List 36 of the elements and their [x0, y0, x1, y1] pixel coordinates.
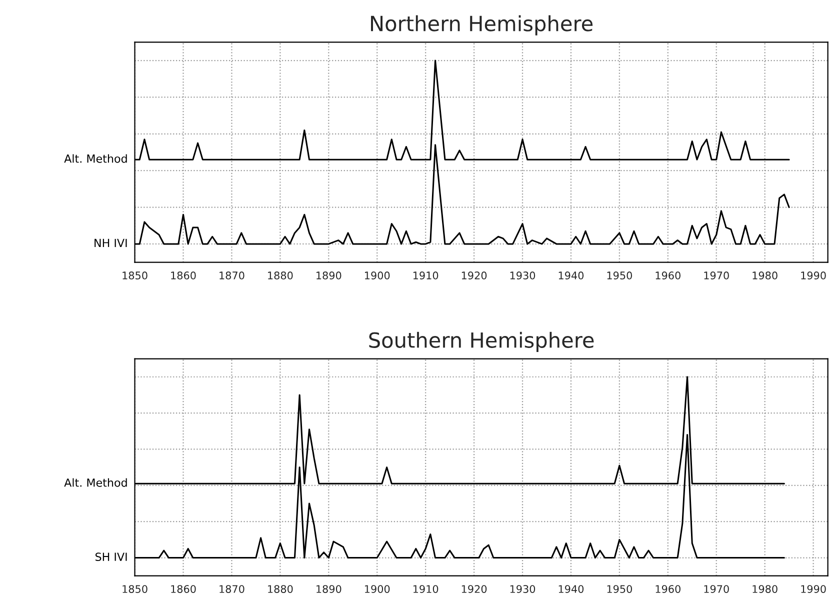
- series-label: Alt. Method: [64, 154, 127, 163]
- x-tick-label: 1960: [656, 272, 680, 280]
- x-tick-label: 1930: [510, 585, 536, 593]
- x-tick-label: 1920: [462, 585, 487, 593]
- x-tick-label: 1850: [122, 272, 148, 280]
- x-tick-label: 1990: [801, 585, 826, 593]
- x-tick-label: 1950: [607, 585, 632, 593]
- x-tick-label: 1880: [268, 585, 293, 593]
- x-tick-label: 1870: [220, 585, 244, 593]
- x-tick-label: 1890: [316, 272, 342, 280]
- x-tick-label: 1970: [704, 585, 729, 593]
- x-tick-label: 1900: [365, 585, 390, 593]
- x-tick-label: 1920: [462, 272, 487, 280]
- x-tick-label: 1910: [413, 585, 438, 593]
- x-tick-label: 1980: [752, 585, 778, 593]
- x-tick-label: 1930: [510, 272, 536, 280]
- x-tick-label: 1980: [752, 272, 778, 280]
- x-tick-label: 1970: [704, 272, 729, 280]
- chart-title: Southern Hemisphere: [369, 332, 594, 352]
- x-tick-label: 1950: [607, 272, 632, 280]
- x-tick-label: 1860: [171, 272, 196, 280]
- x-tick-label: 1940: [558, 272, 584, 280]
- series-label: NH IVI: [94, 238, 127, 248]
- series-label: Alt. Method: [64, 478, 127, 487]
- x-tick-label: 1940: [558, 585, 584, 593]
- x-tick-label: 1870: [220, 272, 244, 280]
- chart-title: Northern Hemisphere: [371, 15, 593, 36]
- x-tick-label: 1880: [268, 272, 293, 280]
- x-tick-label: 1900: [365, 272, 390, 280]
- x-tick-label: 1890: [316, 585, 342, 593]
- x-tick-label: 1990: [801, 272, 826, 280]
- series-label: SH IVI: [95, 552, 127, 561]
- x-tick-label: 1910: [413, 272, 438, 280]
- x-tick-label: 1850: [122, 585, 148, 593]
- x-tick-label: 1960: [656, 585, 680, 593]
- x-tick-label: 1860: [171, 585, 196, 593]
